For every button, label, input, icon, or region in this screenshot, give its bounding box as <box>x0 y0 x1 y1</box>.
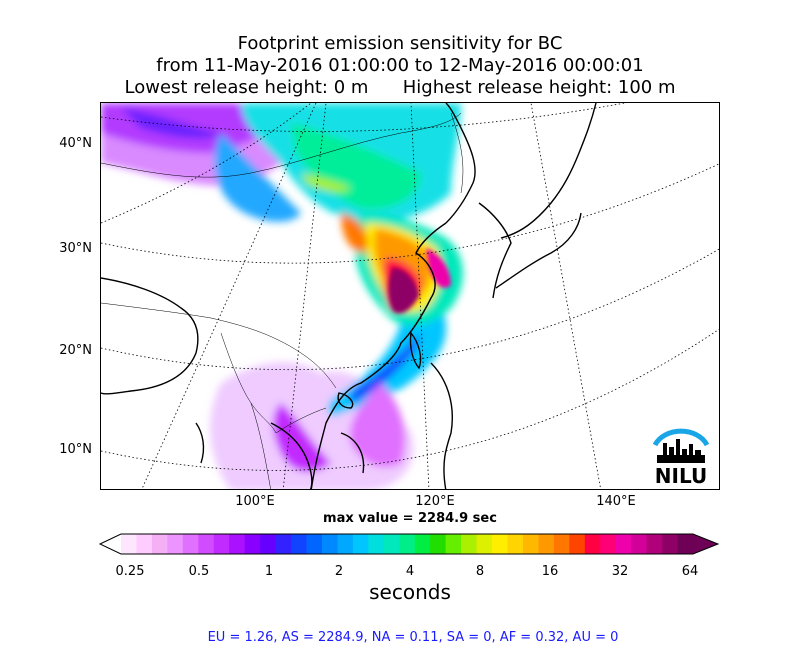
colorbar-segment <box>584 534 601 554</box>
colorbar-segment <box>182 534 199 554</box>
colorbar-segment <box>198 534 215 554</box>
colorbar-segment <box>631 534 648 554</box>
max-value-label: max value = 2284.9 sec <box>323 511 497 526</box>
colorbar-tick-64: 64 <box>681 564 699 579</box>
highest-release-height: Highest release height: 100 m <box>402 77 676 98</box>
nilu-logo: NILU <box>652 428 710 488</box>
lon-label-120e: 120°E <box>415 494 455 509</box>
colorbar-segment <box>229 534 246 554</box>
lat-label-20n: 20°N <box>59 343 92 358</box>
colorbar-extend-low <box>100 534 121 554</box>
colorbar-segment <box>399 534 416 554</box>
colorbar-segment <box>244 534 261 554</box>
colorbar-segment <box>553 534 570 554</box>
colorbar-extend-high <box>693 534 718 554</box>
lat-label-40n: 40°N <box>59 136 92 151</box>
colorbar-units: seconds <box>369 580 451 604</box>
colorbar-segment <box>461 534 478 554</box>
colorbar-segment <box>600 534 617 554</box>
colorbar-segment <box>368 534 385 554</box>
colorbar-segment <box>522 534 539 554</box>
colorbar-segment <box>445 534 462 554</box>
footprint-map: NILU <box>100 102 720 490</box>
colorbar-segment <box>646 534 663 554</box>
colorbar-tick-16: 16 <box>541 564 559 579</box>
colorbar-segment <box>306 534 323 554</box>
colorbar-segment <box>538 534 555 554</box>
colorbar <box>98 533 720 555</box>
colorbar-segment <box>476 534 493 554</box>
country-borders <box>101 112 464 489</box>
colorbar-segment <box>662 534 679 554</box>
lat-label-30n: 30°N <box>59 241 92 256</box>
colorbar-tick-8: 8 <box>475 564 485 579</box>
colorbar-segment <box>430 534 447 554</box>
lon-label-140e: 140°E <box>596 494 636 509</box>
logo-arc <box>652 428 710 447</box>
colorbar-outline <box>98 533 720 555</box>
colorbar-segment <box>121 534 137 554</box>
colorbar-segment <box>677 534 694 554</box>
colorbar-segment <box>492 534 508 554</box>
colorbar-segment <box>151 534 168 554</box>
title-line-2: from 11-May-2016 01:00:00 to 12-May-2016… <box>156 55 644 76</box>
graticule <box>101 103 719 489</box>
colorbar-segment <box>615 534 632 554</box>
colorbar-segment <box>136 534 153 554</box>
colorbar-segment <box>414 534 431 554</box>
colorbar-tick-32: 32 <box>611 564 629 579</box>
lat-label-10n: 10°N <box>59 442 92 457</box>
colorbar-tick-1: 1 <box>264 564 274 579</box>
colorbar-tick-0.5: 0.5 <box>188 564 210 579</box>
lowest-release-height: Lowest release height: 0 m <box>124 77 369 98</box>
colorbar-tick-0.25: 0.25 <box>115 564 145 579</box>
coastlines <box>101 103 597 489</box>
map-canvas: NILU <box>101 103 719 489</box>
colorbar-tick-4: 4 <box>405 564 415 579</box>
colorbar-segment <box>321 534 338 554</box>
colorbar-segment <box>167 534 184 554</box>
colorbar-segment <box>213 534 230 554</box>
title-line-3: Lowest release height: 0 m Highest relea… <box>0 77 800 99</box>
colorbar-segment <box>569 534 586 554</box>
colorbar-segment <box>275 534 292 554</box>
logo-text: NILU <box>655 464 707 488</box>
colorbar-segment <box>337 534 354 554</box>
colorbar-segment <box>383 534 400 554</box>
colorbar-segment <box>291 534 308 554</box>
colorbar-segment <box>260 534 277 554</box>
regional-totals: EU = 1.26, AS = 2284.9, NA = 0.11, SA = … <box>207 630 619 645</box>
lon-label-100e: 100°E <box>235 494 275 509</box>
title-line-1: Footprint emission sensitivity for BC <box>237 33 563 54</box>
sensitivity-field <box>101 103 463 489</box>
colorbar-segment <box>507 534 524 554</box>
colorbar-tick-2: 2 <box>334 564 344 579</box>
colorbar-segment <box>352 534 369 554</box>
